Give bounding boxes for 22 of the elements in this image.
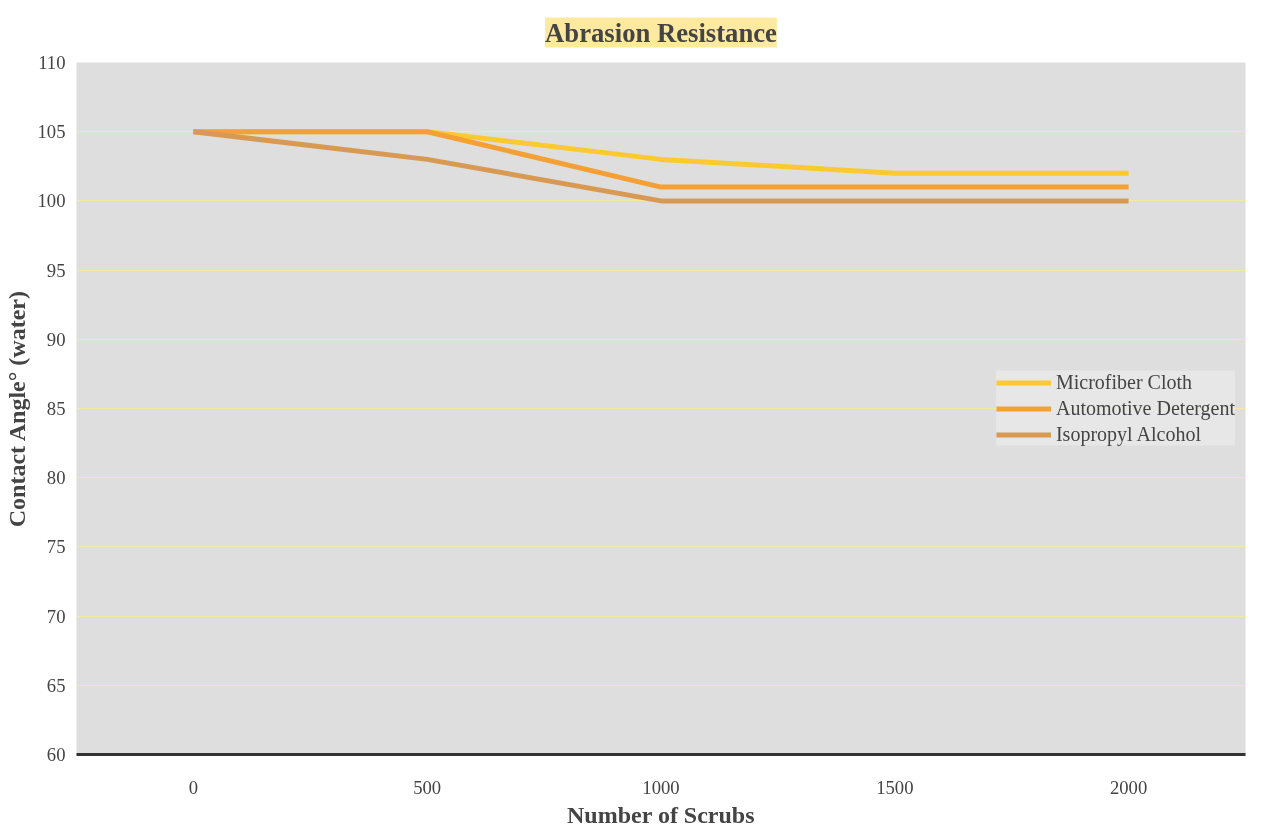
y-tick-label: 60 [46, 744, 66, 765]
y-tick-label: 80 [46, 467, 66, 489]
y-tick-label: 105 [37, 121, 66, 143]
y-tick-label: 110 [38, 52, 66, 73]
y-tick-label: 65 [46, 674, 66, 696]
y-tick-label: 100 [37, 190, 66, 212]
legend-label: Isopropyl Alcohol [1055, 422, 1201, 446]
legend-label: Microfiber Cloth [1055, 370, 1193, 394]
y-tick-label: 85 [46, 398, 66, 419]
chart-title: Abrasion Resistance [545, 17, 778, 48]
y-tick-label: 70 [46, 605, 66, 627]
y-tick-label: 75 [46, 536, 66, 558]
x-tick-label: 1000 [642, 776, 680, 798]
y-tick-label: 90 [46, 328, 66, 350]
y-axis-title: Contact Angle° (water) [3, 291, 30, 528]
legend-label: Automotive Detergent [1055, 396, 1235, 420]
x-tick-label: 2000 [1109, 776, 1148, 798]
x-tick-label: 0 [188, 776, 199, 798]
x-tick-label: 1500 [876, 776, 914, 798]
x-axis-title: Number of Scrubs [567, 801, 755, 828]
x-tick-label: 500 [413, 776, 442, 798]
y-tick-label: 95 [46, 259, 66, 281]
